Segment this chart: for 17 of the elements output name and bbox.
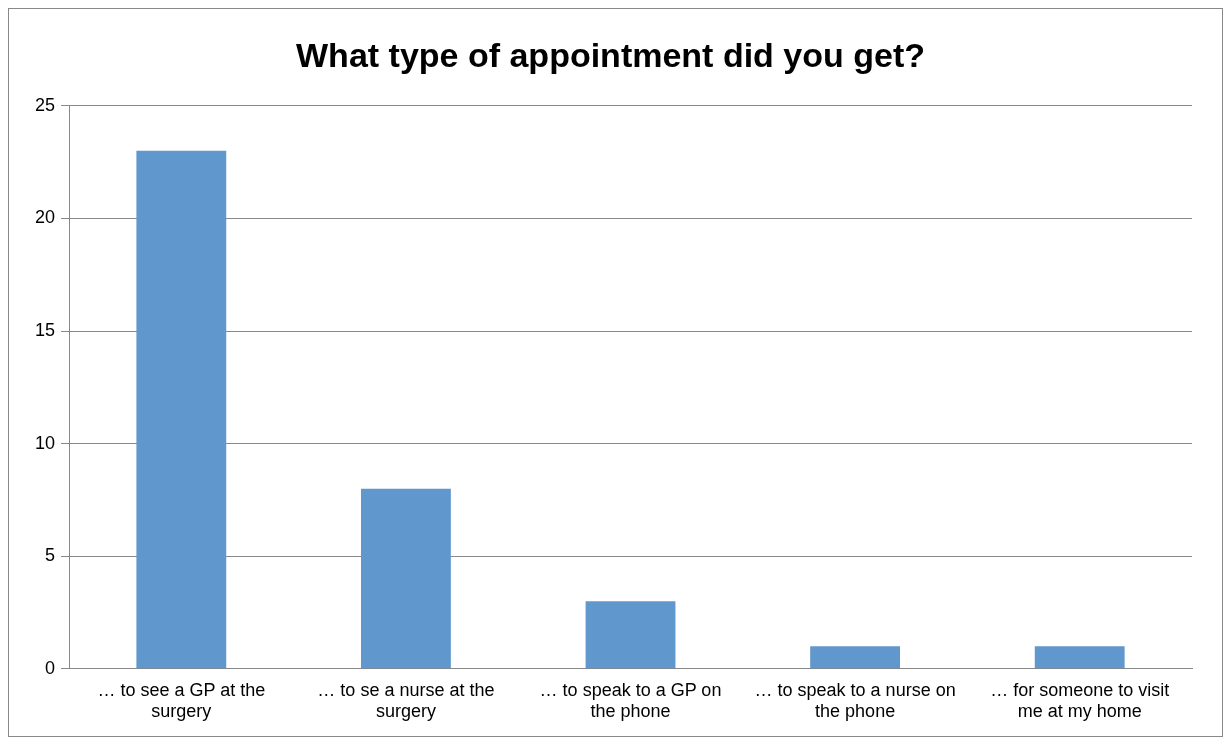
y-tick-label: 15 [34, 319, 56, 340]
y-tick-label: 0 [45, 657, 56, 678]
bar [361, 488, 451, 669]
x-tick-label: … to se a nurse at the surgery [317, 679, 495, 722]
x-tick-label: … to speak to a GP on the phone [539, 679, 722, 722]
y-tick-label: 5 [45, 545, 56, 566]
y-tick-label: 10 [34, 432, 56, 453]
x-tick-label: … to speak to a nurse on the phone [754, 679, 956, 722]
x-tick-label: … to see a GP at the surgery [97, 679, 266, 722]
bar [810, 646, 901, 669]
bar [585, 601, 676, 669]
x-tick-label: … for someone to visit me at my home [990, 679, 1170, 722]
y-tick-label: 25 [34, 94, 56, 115]
bar [1034, 646, 1125, 669]
bar [136, 150, 227, 669]
y-tick-label: 20 [34, 207, 56, 228]
chart-title: What type of appointment did you get? [296, 35, 925, 74]
